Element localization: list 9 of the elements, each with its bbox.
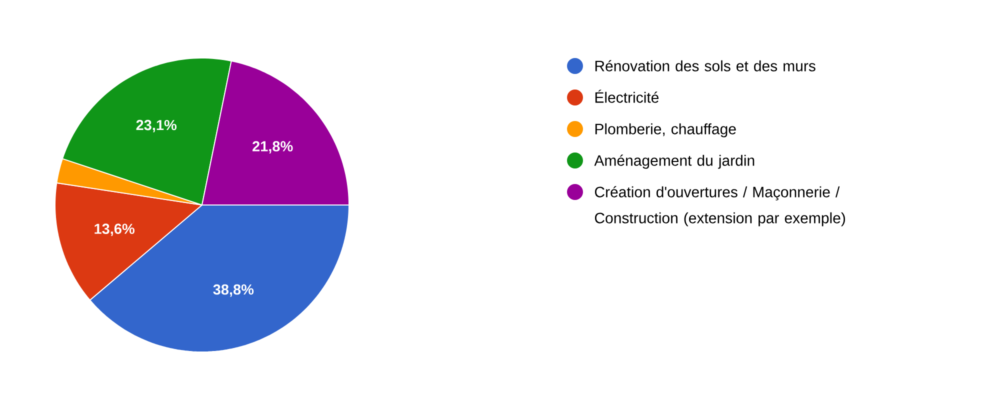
data-label: 23,1% bbox=[136, 120, 177, 132]
legend-label: Électricité bbox=[595, 90, 659, 103]
data-label: 21,8% bbox=[252, 141, 293, 154]
data-label: 38,8% bbox=[213, 284, 254, 297]
legend-label: Rénovation des sols et des murs bbox=[595, 60, 816, 72]
legend-label: Création d'ouvertures / Maçonnerie / Construction (extension par exemple) bbox=[594, 186, 846, 226]
data-label: 13,6% bbox=[94, 224, 134, 236]
legend-label: Aménagement du jardin bbox=[594, 154, 754, 169]
legend-label: Plomberie, chauffage bbox=[595, 123, 736, 138]
